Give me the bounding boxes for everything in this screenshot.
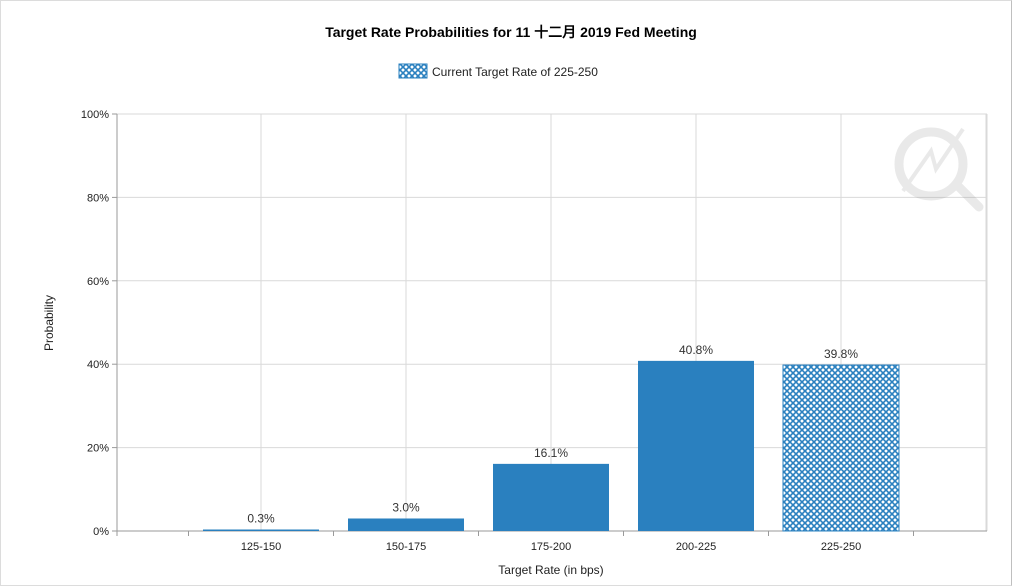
legend-swatch xyxy=(398,63,428,79)
labels: 0% 20% 40% 60% 80% 100% 125-150 0.3% 150-175 3.0%… xyxy=(81,109,861,553)
bar-value-label: 39.8% xyxy=(824,347,858,361)
bar-150-175 xyxy=(348,518,464,531)
x-tick-label: 125-150 xyxy=(241,541,281,553)
bar-value-label: 40.8% xyxy=(679,343,713,357)
gridlines xyxy=(117,113,987,532)
x-tick-label: 225-250 xyxy=(821,541,861,553)
y-axis-title: Probability xyxy=(42,295,56,351)
x-tick-label: 175-200 xyxy=(531,541,571,553)
bar-value-label: 0.3% xyxy=(247,512,275,526)
y-tick-label: 20% xyxy=(87,443,109,455)
y-tick-label: 40% xyxy=(87,359,109,371)
bar-value-label: 3.0% xyxy=(392,500,420,514)
bar-175-200 xyxy=(493,463,609,531)
y-tick-label: 80% xyxy=(87,192,109,204)
bar-225-250 xyxy=(782,364,900,532)
bar-125-150 xyxy=(203,529,319,531)
y-tick-label: 100% xyxy=(81,109,109,121)
bar-200-225 xyxy=(638,360,754,531)
chart-title: Target Rate Probabilities for 11 十二月 201… xyxy=(325,24,697,40)
watermark-logo xyxy=(894,127,984,212)
legend: Current Target Rate of 225-250 xyxy=(398,63,598,79)
y-tick-label: 60% xyxy=(87,276,109,288)
legend-label: Current Target Rate of 225-250 xyxy=(432,65,598,79)
y-tick-label: 0% xyxy=(93,526,109,538)
bar-value-label: 16.1% xyxy=(534,446,568,460)
x-tick-label: 200-225 xyxy=(676,541,716,553)
x-axis-title: Target Rate (in bps) xyxy=(498,563,603,577)
bars xyxy=(203,360,900,532)
x-tick-label: 150-175 xyxy=(386,541,426,553)
